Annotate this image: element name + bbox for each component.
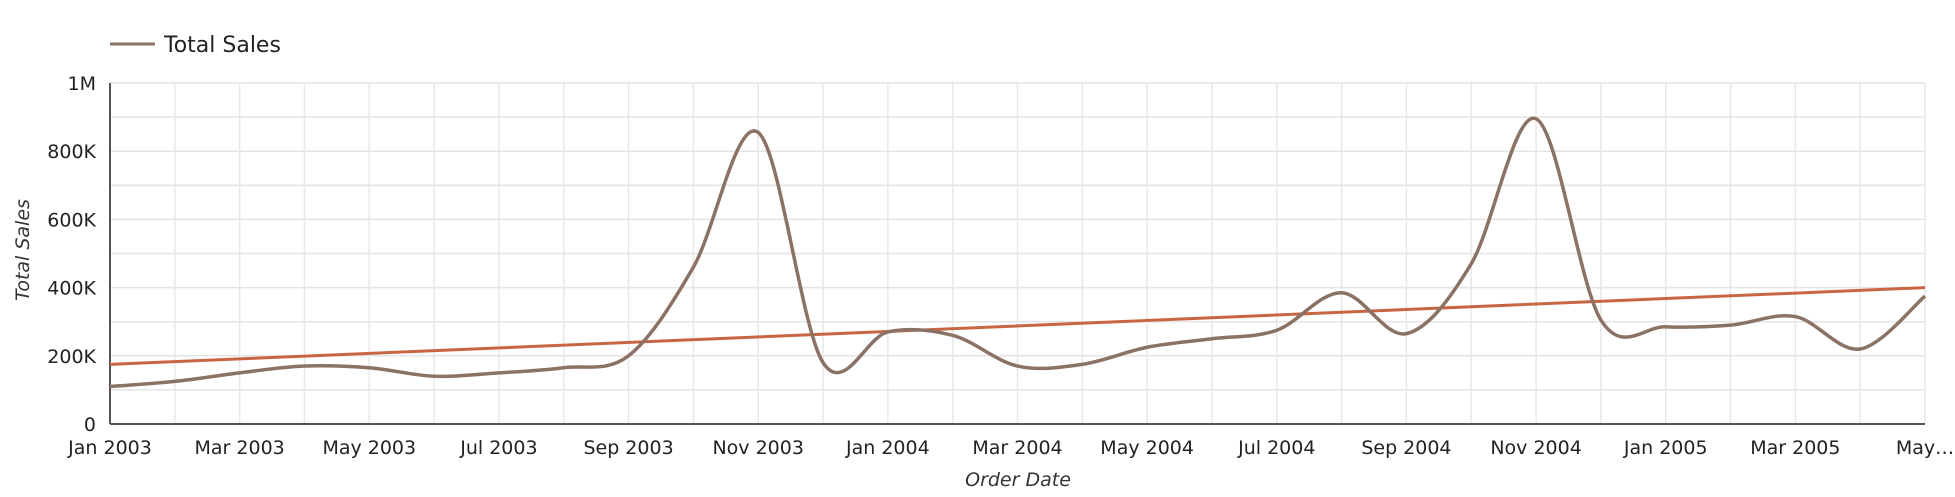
data-point[interactable] [687, 261, 699, 273]
x-tick-label: May… [1896, 437, 1954, 459]
data-point[interactable] [363, 362, 375, 374]
data-point[interactable] [169, 375, 181, 387]
data-point[interactable] [1595, 314, 1607, 326]
x-tick-label: Jan 2003 [67, 437, 152, 459]
data-point[interactable] [1725, 319, 1737, 331]
data-point[interactable] [234, 367, 246, 379]
legend[interactable]: Total Sales [110, 33, 281, 58]
x-tick-labels: Jan 2003 Mar 2003 May 2003 Jul 2003 Sep 2003… [67, 437, 1954, 459]
data-point[interactable] [623, 350, 635, 362]
data-point[interactable] [1919, 290, 1931, 302]
data-point[interactable] [1336, 287, 1348, 299]
data-point[interactable] [817, 357, 829, 369]
data-point[interactable] [428, 370, 440, 382]
data-point[interactable] [1206, 333, 1218, 345]
x-tick-label: Nov 2003 [712, 437, 803, 459]
x-tick-label: Mar 2003 [195, 437, 285, 459]
y-tick-label: 1M [68, 73, 96, 95]
data-point[interactable] [882, 326, 894, 338]
data-point[interactable] [1854, 343, 1866, 355]
data-point[interactable] [1660, 321, 1672, 333]
x-axis-title: Order Date [965, 469, 1071, 491]
y-tick-labels: 0 200K 400K 600K 800K 1M [47, 73, 96, 436]
x-tick-label: May 2003 [322, 437, 416, 459]
data-point[interactable] [752, 126, 764, 138]
data-point[interactable] [1012, 360, 1024, 372]
grid-lines [109, 82, 1926, 425]
data-point[interactable] [298, 360, 310, 372]
data-point[interactable] [947, 329, 959, 341]
series-group [104, 113, 1931, 392]
x-tick-label: Jul 2004 [1237, 437, 1315, 459]
trendline-group [109, 286, 1926, 366]
y-tick-label: 200K [47, 346, 96, 368]
data-point[interactable] [1400, 328, 1412, 340]
data-point[interactable] [104, 380, 116, 392]
data-point[interactable] [1076, 358, 1088, 370]
y-tick-label: 600K [47, 209, 96, 231]
x-tick-label: Jan 2004 [845, 437, 930, 459]
x-tick-label: May 2004 [1100, 437, 1194, 459]
series-line-total-sales[interactable] [109, 116, 1927, 389]
data-point[interactable] [1271, 324, 1283, 336]
legend-label: Total Sales [163, 33, 281, 58]
data-point[interactable] [1141, 341, 1153, 353]
data-point[interactable] [1789, 311, 1801, 323]
y-axis-title: Total Sales [12, 199, 34, 301]
axes [109, 83, 1925, 425]
y-tick-label: 800K [47, 141, 96, 163]
trendline [109, 286, 1926, 366]
x-tick-label: Mar 2004 [972, 437, 1062, 459]
x-tick-label: Sep 2003 [583, 437, 673, 459]
x-tick-label: Mar 2005 [1750, 437, 1840, 459]
y-tick-label: 400K [47, 278, 96, 300]
data-point[interactable] [493, 367, 505, 379]
x-tick-label: Nov 2004 [1490, 437, 1581, 459]
x-tick-label: Sep 2004 [1361, 437, 1451, 459]
data-point[interactable] [1465, 258, 1477, 270]
x-tick-label: Jan 2005 [1623, 437, 1708, 459]
y-tick-label: 0 [84, 414, 96, 436]
data-point[interactable] [558, 362, 570, 374]
data-point[interactable] [1530, 113, 1542, 125]
x-tick-label: Jul 2003 [459, 437, 537, 459]
